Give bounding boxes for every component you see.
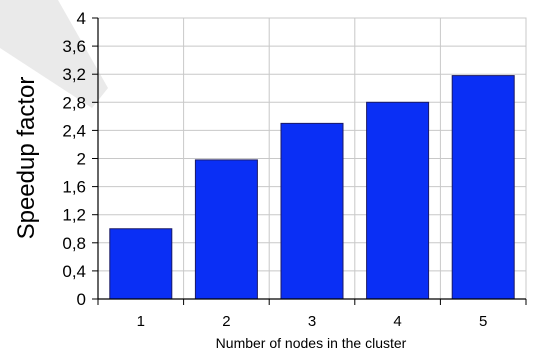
y-axis-title: Speedup factor [13,77,40,240]
bar-2 [194,159,258,300]
bar-5 [451,75,515,300]
y-tick-label: 2 [77,150,86,169]
y-tick-label: 3,2 [62,65,86,84]
axes [92,17,527,305]
x-tick-label: 3 [308,313,316,330]
y-tick-label: 1,6 [62,178,86,197]
y-tick-labels: 0 0,4 0,8 1,2 1,6 2 2,4 2,8 3,2 3,6 4 [62,9,86,309]
y-tick-label: 2,4 [62,121,86,140]
y-tick-label: 0 [77,290,86,309]
bar-3 [280,122,344,300]
y-tick-label: 4 [77,9,86,28]
x-tick-labels: 1 2 3 4 5 [137,313,488,330]
x-axis-title: Number of nodes in the cluster [216,335,407,351]
bar-4 [366,101,430,300]
bars [109,75,515,300]
x-tick-label: 1 [137,313,145,330]
y-tick-label: 0,8 [62,234,86,253]
x-tick-label: 2 [222,313,230,330]
x-tick-label: 4 [393,313,401,330]
y-tick-label: 1,2 [62,206,86,225]
y-tick-label: 0,4 [62,262,86,281]
y-tick-label: 2,8 [62,93,86,112]
y-tick-label: 3,6 [62,37,86,56]
bar-1 [109,228,173,300]
x-tick-label: 5 [479,313,487,330]
